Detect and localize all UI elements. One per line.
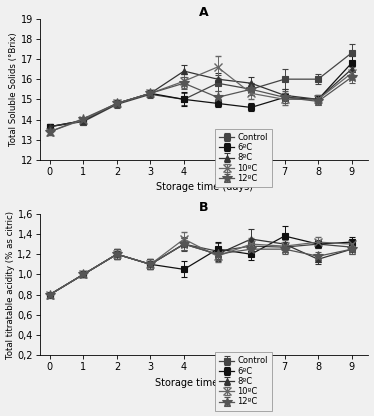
- X-axis label: Storage time (Days): Storage time (Days): [155, 378, 253, 388]
- X-axis label: Storage time (days): Storage time (days): [156, 183, 252, 193]
- Legend: Control, 6ºC, 8ºC, 10ºC, 12ºC: Control, 6ºC, 8ºC, 10ºC, 12ºC: [215, 352, 272, 411]
- Title: A: A: [199, 5, 209, 19]
- Y-axis label: Total Soluble Solids (°Brix): Total Soluble Solids (°Brix): [9, 32, 18, 146]
- Title: B: B: [199, 201, 209, 214]
- Legend: Control, 6ºC, 8ºC, 10ºC, 12ºC: Control, 6ºC, 8ºC, 10ºC, 12ºC: [215, 129, 272, 187]
- Y-axis label: Total titratable acidity (% as citric): Total titratable acidity (% as citric): [6, 210, 15, 359]
